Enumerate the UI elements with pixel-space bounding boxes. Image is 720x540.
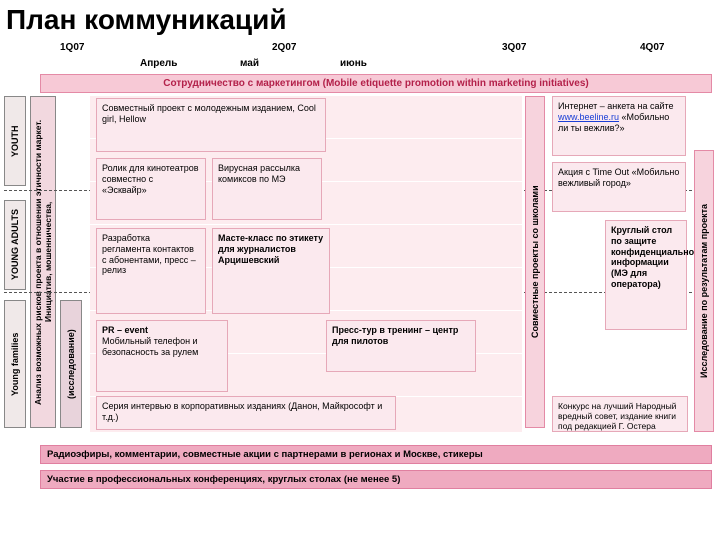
month-jun: июнь bbox=[340, 58, 367, 69]
cell-roundtable: Круглый стол по защите конфиденциальной … bbox=[605, 220, 687, 330]
row-label-youth: YOUTH bbox=[4, 96, 26, 186]
cell-viral-comics: Вирусная рассылка комиксов по МЭ bbox=[212, 158, 322, 220]
page-title: План коммуникаций bbox=[0, 0, 720, 38]
cell-pr-event-title: PR – event bbox=[102, 325, 148, 335]
cell-reglament: Разработка регламента контактов с абонен… bbox=[96, 228, 206, 314]
schools-bar: Совместные проекты со школами bbox=[525, 96, 545, 428]
beeline-link[interactable]: www.beeline.ru bbox=[558, 112, 619, 122]
cell-pr-event: PR – event Мобильный телефон и безопасно… bbox=[96, 320, 228, 392]
cell-esquire: Ролик для кинотеатров совместно с «Эсква… bbox=[96, 158, 206, 220]
footer-conferences: Участие в профессиональных конференциях,… bbox=[40, 470, 712, 489]
timeline-area: Совместный проект с молодежным изданием,… bbox=[90, 96, 522, 432]
cell-internet-anketa: Интернет – анкета на сайте www.beeline.r… bbox=[552, 96, 686, 156]
month-apr: Апрель bbox=[140, 58, 177, 69]
results-bar: Исследование по результатам проекта bbox=[694, 150, 714, 432]
research-label: (исследование) bbox=[60, 300, 82, 428]
anketa-pre: Интернет – анкета на сайте bbox=[558, 101, 674, 111]
cell-pr-event-body: Мобильный телефон и безопасность за руле… bbox=[102, 336, 198, 357]
row-label-young-adults: YOUNG ADULTS bbox=[4, 200, 26, 290]
month-may: май bbox=[240, 58, 259, 69]
quarter-1: 1Q07 bbox=[60, 42, 84, 53]
row-label-young-families: Young families bbox=[4, 300, 26, 428]
footer-radio: Радиоэфиры, комментарии, совместные акци… bbox=[40, 445, 712, 464]
quarter-3: 3Q07 bbox=[502, 42, 526, 53]
marketing-band: Сотрудничество с маркетингом (Mobile eti… bbox=[40, 74, 712, 93]
cell-press-tour: Пресс-тур в тренинг – центр для пилотов bbox=[326, 320, 476, 372]
cell-contest: Конкурс на лучший Народный вредный совет… bbox=[552, 396, 688, 432]
cell-cool-girl: Совместный проект с молодежным изданием,… bbox=[96, 98, 326, 152]
cell-timeout: Акция с Time Out «Мобильно вежливый горо… bbox=[552, 162, 686, 212]
risk-analysis-bar: Анализ возможных рисков проекта в отноше… bbox=[30, 96, 56, 428]
quarter-4: 4Q07 bbox=[640, 42, 664, 53]
cell-masterclass: Масте-класс по этикету для журналистов А… bbox=[212, 228, 330, 314]
cell-interviews: Серия интервью в корпоративных изданиях … bbox=[96, 396, 396, 430]
quarter-2: 2Q07 bbox=[272, 42, 296, 53]
